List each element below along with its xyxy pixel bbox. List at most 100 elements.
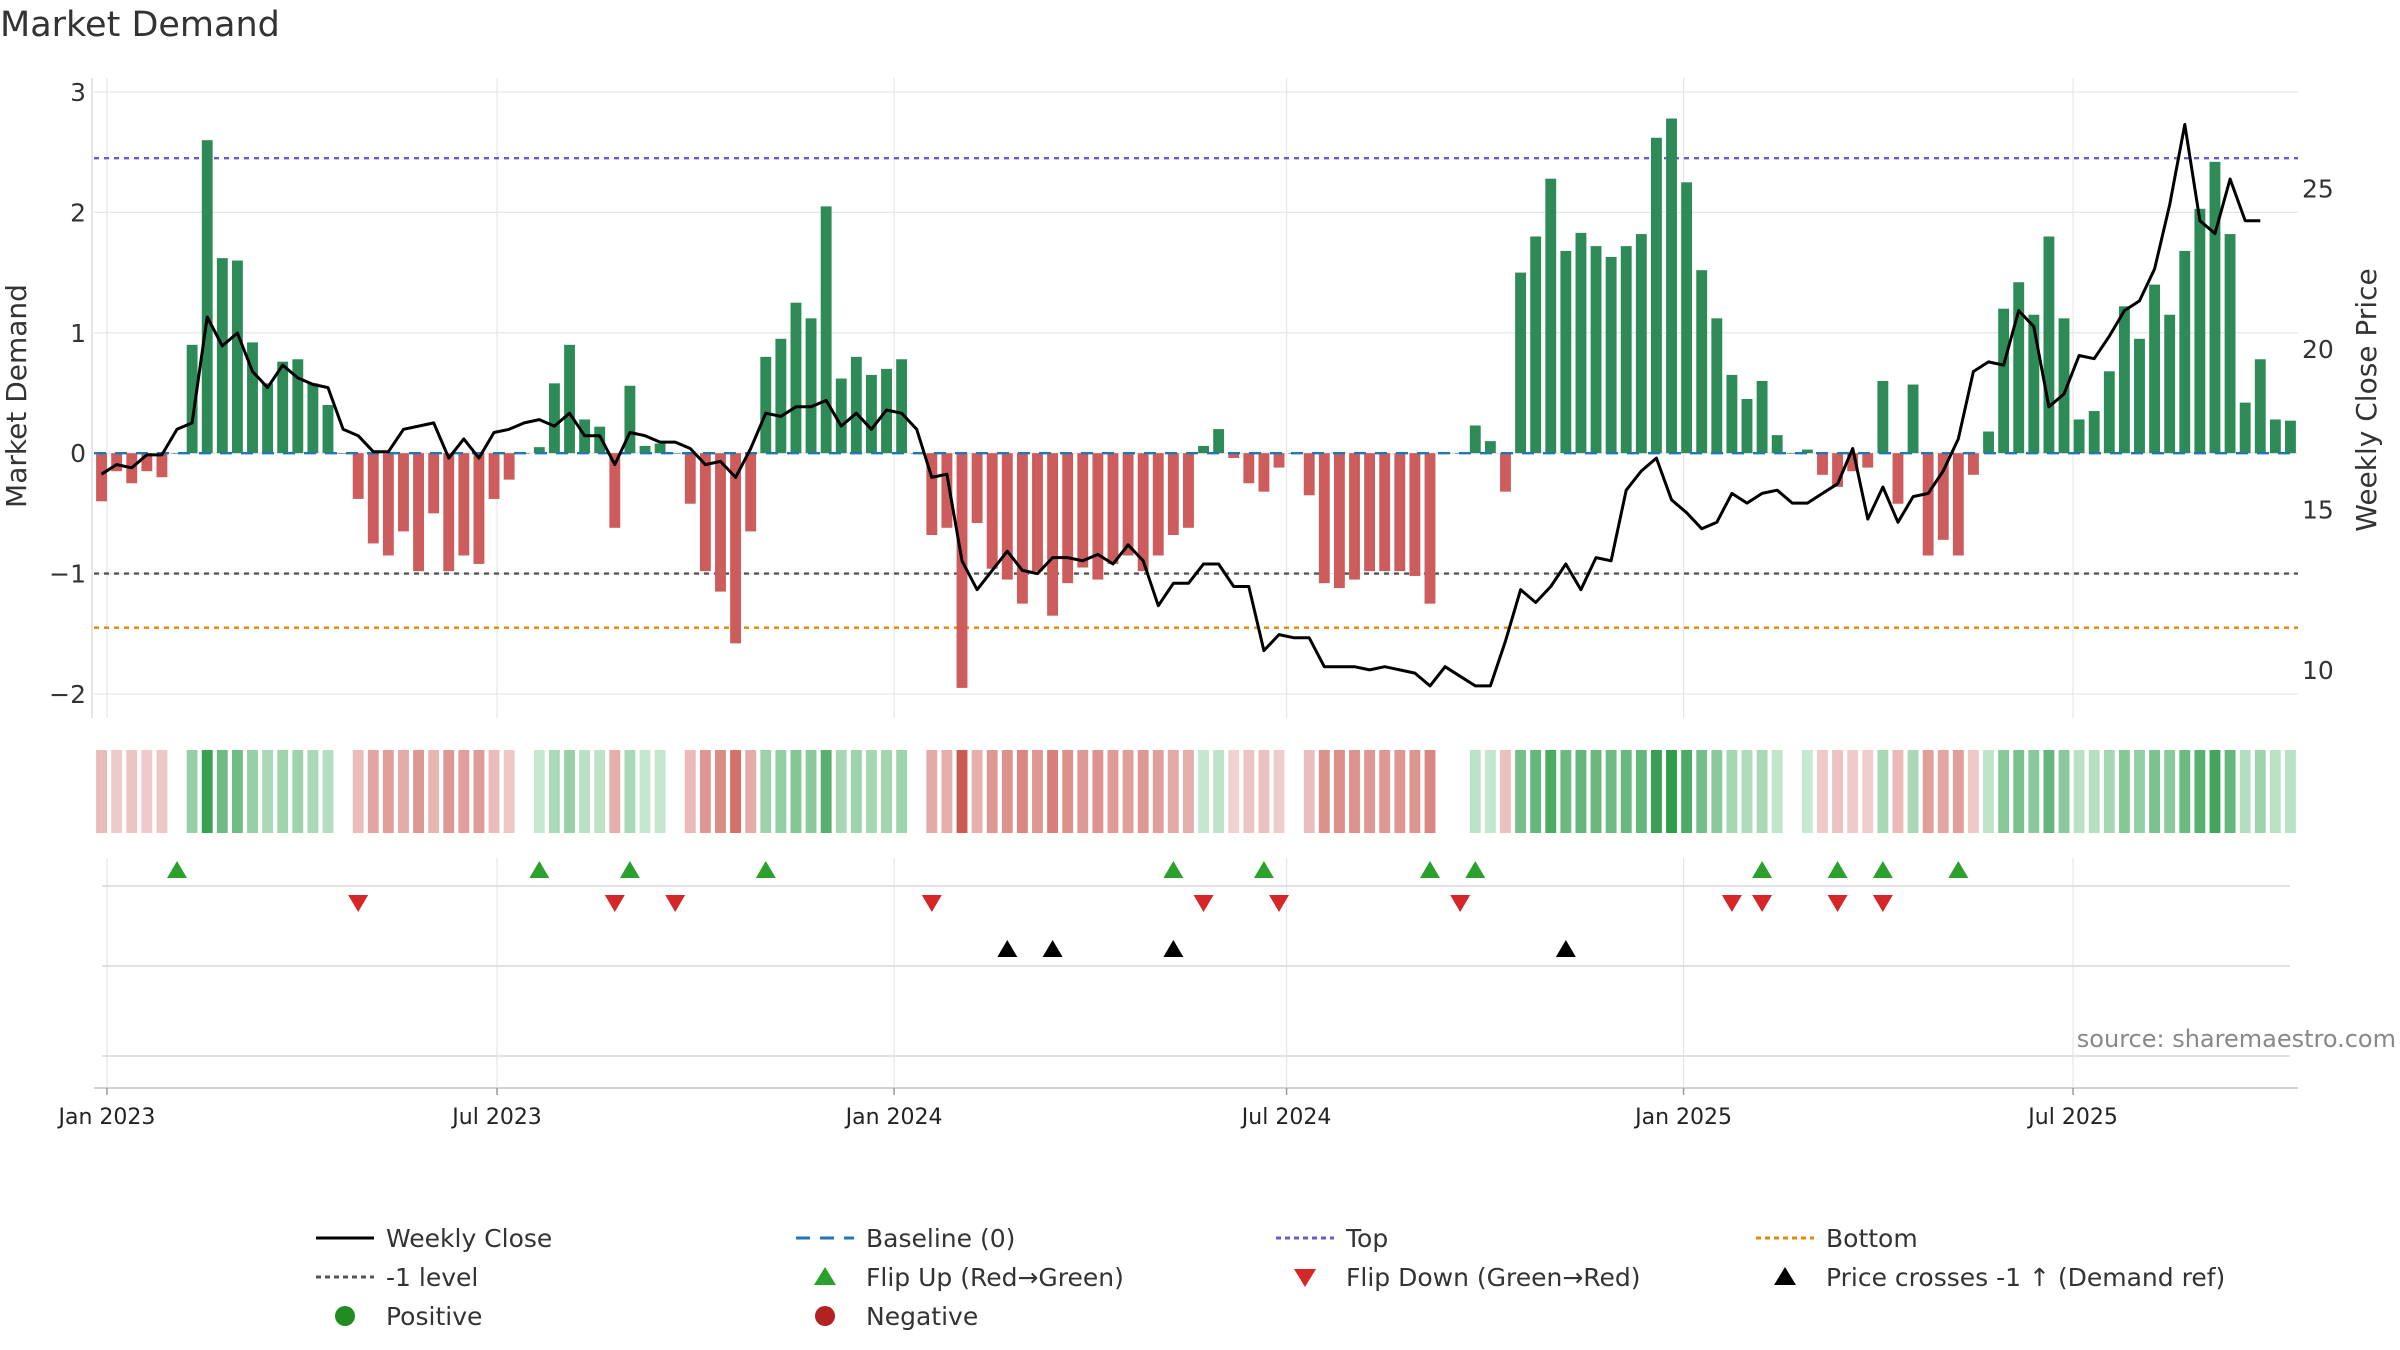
demand-bar bbox=[1952, 453, 1964, 556]
heat-cell bbox=[1877, 750, 1889, 833]
legend-swatch-negative bbox=[815, 1306, 835, 1326]
heat-cell bbox=[2118, 750, 2130, 833]
demand-bar bbox=[1062, 453, 1074, 584]
heat-cell bbox=[1635, 750, 1647, 833]
heat-cell bbox=[911, 750, 923, 833]
demand-bar bbox=[2194, 208, 2206, 454]
heat-cell bbox=[790, 750, 802, 833]
flip-up-marker bbox=[1163, 861, 1184, 878]
heat-cell bbox=[1922, 750, 1934, 833]
demand-bar bbox=[805, 318, 817, 454]
legend-item: Bottom bbox=[1756, 1224, 1918, 1253]
heat-cell bbox=[699, 750, 711, 833]
legend-label: Baseline (0) bbox=[866, 1224, 1015, 1253]
demand-bar bbox=[1469, 425, 1481, 454]
demand-bar bbox=[1273, 453, 1285, 468]
demand-bar bbox=[971, 453, 983, 523]
demand-bar bbox=[1500, 453, 1511, 492]
demand-bar bbox=[1907, 384, 1919, 454]
demand-bar bbox=[609, 453, 621, 528]
demand-bar bbox=[986, 453, 998, 569]
legend-item: Top bbox=[1276, 1224, 1388, 1253]
demand-bar bbox=[1801, 449, 1813, 454]
flip-down-marker bbox=[604, 895, 625, 912]
legend-label: -1 level bbox=[386, 1263, 478, 1292]
demand-bar bbox=[1681, 182, 1693, 454]
demand-bar bbox=[926, 453, 938, 536]
x-tick-label: Jul 2024 bbox=[1240, 1105, 1332, 1130]
heat-cell bbox=[1786, 750, 1798, 833]
heat-cell bbox=[367, 750, 379, 833]
heat-cell bbox=[1605, 750, 1617, 833]
demand-bar bbox=[1545, 178, 1557, 454]
demand-bar bbox=[156, 453, 168, 478]
heat-cell bbox=[624, 750, 636, 833]
heat-cell bbox=[1832, 750, 1844, 833]
demand-bar bbox=[307, 383, 319, 454]
heat-cell bbox=[2043, 750, 2055, 833]
demand-bar bbox=[941, 453, 953, 528]
y-tick-label-left: 3 bbox=[70, 78, 86, 107]
demand-bar bbox=[1605, 256, 1617, 454]
demand-bar bbox=[1032, 453, 1043, 572]
demand-bar bbox=[2043, 236, 2055, 454]
legend-item: Weekly Close bbox=[316, 1224, 552, 1253]
heat-cell bbox=[1228, 750, 1240, 833]
heat-cell bbox=[1077, 750, 1089, 833]
legend: Weekly Close Baseline (0) Top Bottom -1 leve… bbox=[316, 1224, 2225, 1331]
y-tick-label-left: 2 bbox=[70, 198, 86, 227]
weekly-close-line bbox=[100, 123, 2261, 688]
demand-bar bbox=[1847, 453, 1859, 472]
heat-cell bbox=[352, 750, 364, 833]
heat-cell bbox=[2209, 750, 2221, 833]
heat-cell bbox=[2149, 750, 2161, 833]
heat-cell bbox=[835, 750, 847, 833]
flip-down-marker bbox=[1193, 895, 1214, 912]
demand-bar bbox=[1741, 398, 1753, 454]
flip-up-marker bbox=[167, 861, 188, 878]
x-tick-label: Jan 2023 bbox=[57, 1105, 156, 1130]
heat-cell bbox=[1152, 750, 1164, 833]
heat-cell bbox=[307, 750, 319, 833]
demand-bar bbox=[2224, 234, 2236, 454]
heat-cell bbox=[1590, 750, 1602, 833]
demand-bar bbox=[1968, 453, 1979, 475]
demand-bar bbox=[1228, 453, 1240, 458]
demand-bar bbox=[866, 374, 877, 454]
heat-cell bbox=[2103, 750, 2115, 833]
heat-cell bbox=[1741, 750, 1753, 833]
heat-cell bbox=[2269, 750, 2281, 833]
demand-bar bbox=[745, 453, 757, 532]
heat-cell bbox=[1122, 750, 1134, 833]
demand-bar bbox=[1590, 246, 1602, 454]
heat-cell bbox=[96, 750, 107, 833]
x-tick-label: Jan 2025 bbox=[1633, 1105, 1732, 1130]
price-cross-marker bbox=[1555, 940, 1576, 957]
demand-bar bbox=[2164, 314, 2176, 454]
demand-bar bbox=[398, 453, 409, 532]
demand-bar bbox=[488, 453, 500, 499]
demand-bar bbox=[594, 426, 606, 454]
heat-cell bbox=[1484, 750, 1496, 833]
heat-cell bbox=[1545, 750, 1557, 833]
heat-cell bbox=[579, 750, 591, 833]
legend-swatch-price-cross bbox=[1774, 1267, 1796, 1285]
demand-bar bbox=[473, 453, 485, 564]
flip-down-marker bbox=[921, 895, 942, 912]
demand-bars bbox=[94, 118, 2298, 688]
flip-up-marker bbox=[1465, 861, 1486, 878]
heat-cell bbox=[262, 750, 274, 833]
heat-cell bbox=[1469, 750, 1481, 833]
flip-down-marker bbox=[1827, 895, 1848, 912]
price-cross-marker bbox=[1163, 940, 1184, 957]
heat-cell bbox=[1243, 750, 1255, 833]
heat-cell bbox=[1454, 750, 1466, 833]
legend-label: Positive bbox=[386, 1302, 482, 1331]
heat-cell bbox=[1817, 750, 1828, 833]
heat-cell bbox=[609, 750, 621, 833]
heat-cell bbox=[881, 750, 892, 833]
demand-bar bbox=[669, 453, 681, 454]
demand-bar bbox=[1333, 453, 1345, 588]
heat-cell bbox=[292, 750, 304, 833]
